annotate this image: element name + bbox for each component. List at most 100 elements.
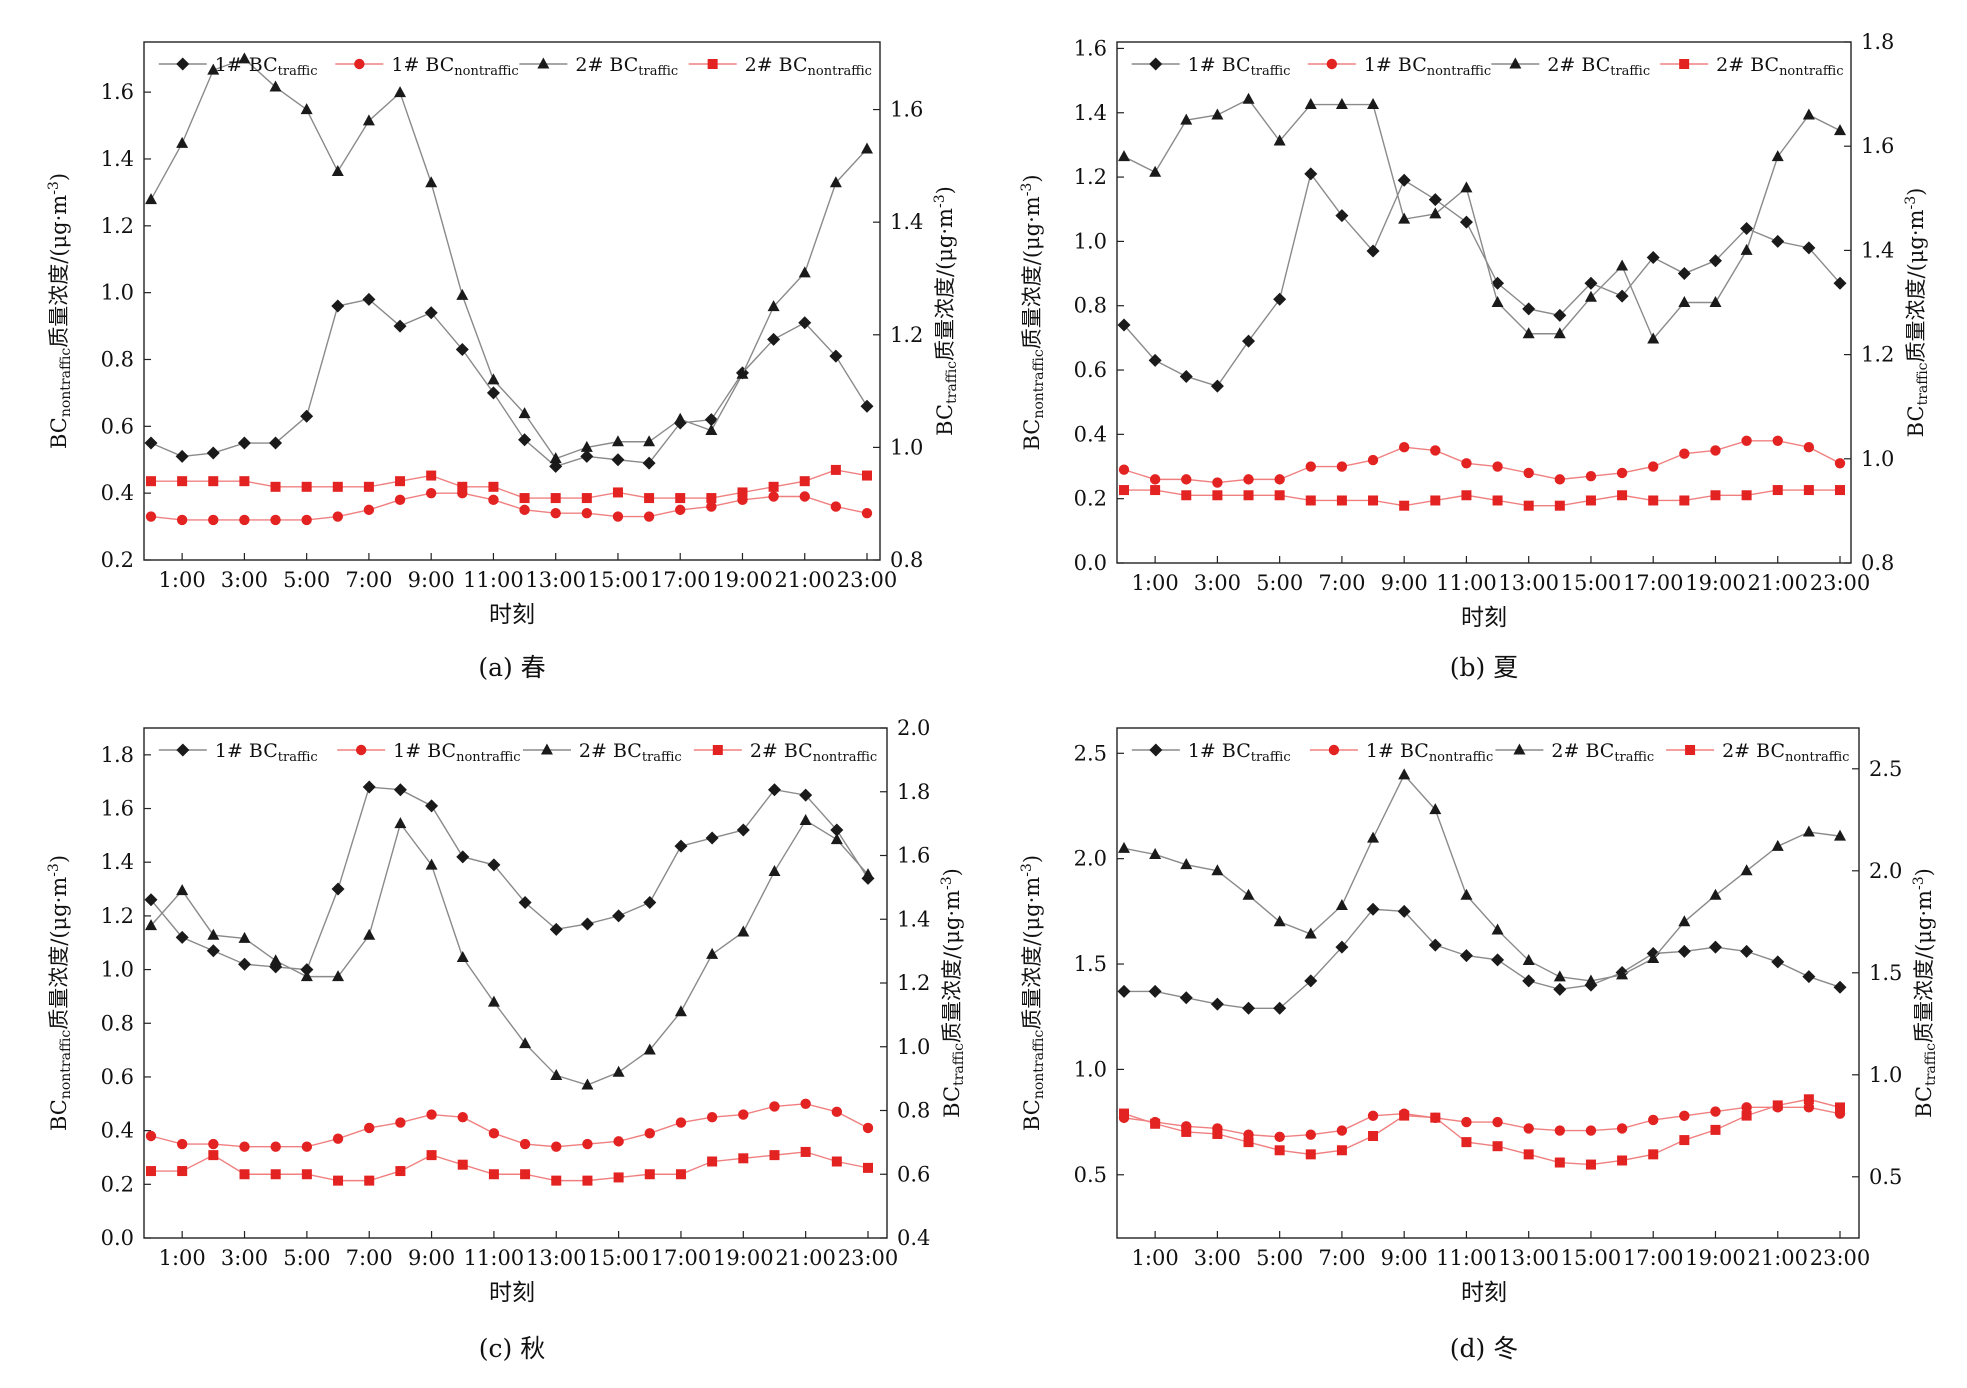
data-point — [863, 1162, 873, 1173]
data-point — [1335, 98, 1348, 110]
data-point — [1367, 98, 1380, 110]
legend-marker-diamond-icon — [1149, 743, 1163, 757]
data-point — [175, 449, 189, 463]
data-point — [1149, 165, 1162, 177]
legend-marker-triangle-icon — [1509, 57, 1522, 69]
data-point — [769, 1150, 780, 1161]
data-point — [145, 919, 157, 931]
data-point — [331, 299, 345, 313]
data-point — [1274, 1145, 1285, 1156]
data-point — [1117, 318, 1131, 332]
data-point — [643, 511, 655, 522]
left-y-tick-label: 0.4 — [1074, 422, 1107, 446]
data-point — [1398, 212, 1411, 224]
data-point — [580, 440, 593, 452]
data-point — [394, 494, 406, 506]
right-y-tick-label: 0.8 — [1861, 551, 1894, 575]
left-y-tick-label: 1.0 — [1074, 229, 1107, 253]
data-point — [1212, 490, 1223, 501]
left-y-tick-label: 0.0 — [1074, 551, 1107, 575]
data-point — [1523, 467, 1534, 479]
data-point — [831, 1156, 842, 1167]
data-point — [363, 481, 374, 492]
x-tick-label: 23:00 — [1810, 1246, 1871, 1270]
data-point — [861, 508, 873, 519]
legend: 1# BCtraffic 1# BCnontraffic 2# BCtraffic 2… — [158, 54, 872, 79]
data-point — [206, 446, 220, 460]
legend-marker-square-icon — [712, 745, 723, 755]
data-point — [1335, 940, 1349, 954]
data-point — [1399, 500, 1410, 511]
data-point — [364, 1175, 375, 1186]
data-point — [1335, 898, 1348, 910]
data-point — [488, 1169, 499, 1180]
right-y-tick-label: 1.4 — [890, 210, 923, 234]
legend-marker-circle-icon — [1326, 58, 1338, 70]
data-point — [239, 1169, 250, 1180]
data-point — [239, 476, 250, 487]
left-y-tick-label: 2.5 — [1074, 741, 1107, 765]
x-tick-label: 3:00 — [1194, 1246, 1241, 1270]
series-triangle — [1118, 92, 1846, 344]
data-point — [145, 193, 157, 205]
data-point — [830, 464, 841, 475]
series-square — [1119, 485, 1845, 511]
data-point — [301, 1141, 313, 1152]
data-point — [176, 136, 189, 148]
data-point — [1833, 276, 1847, 290]
data-point — [1181, 474, 1192, 485]
data-point — [1148, 353, 1162, 367]
data-point — [1181, 490, 1192, 501]
series-triangle — [145, 813, 874, 1090]
data-point — [643, 435, 656, 447]
data-point — [549, 452, 562, 464]
series-line — [1123, 1098, 1841, 1166]
panel-caption: (c) 秋 — [479, 1334, 545, 1363]
data-point — [799, 813, 812, 825]
data-point — [1211, 108, 1224, 120]
data-point — [1741, 1102, 1752, 1113]
legend-label: 1# BCnontraffic — [1364, 54, 1491, 79]
data-point — [394, 86, 407, 98]
data-point — [300, 970, 313, 982]
right-y-tick-label: 1.0 — [1869, 1063, 1902, 1087]
data-point — [1460, 888, 1473, 900]
data-point — [1772, 485, 1783, 496]
x-tick-label: 21:00 — [1747, 1246, 1808, 1270]
legend-label: 2# BCnontraffic — [750, 740, 877, 765]
data-point — [830, 833, 843, 845]
data-point — [800, 1146, 811, 1157]
data-point — [488, 481, 499, 492]
legend-marker-square-icon — [1685, 745, 1696, 755]
data-point — [1616, 968, 1629, 980]
data-point — [270, 1141, 281, 1152]
data-point — [611, 453, 625, 467]
data-point — [363, 504, 375, 516]
x-tick-label: 21:00 — [775, 1246, 836, 1270]
x-tick-label: 3:00 — [1194, 571, 1241, 595]
data-point — [1428, 193, 1442, 207]
data-point — [486, 386, 500, 400]
legend-label: 2# BCtraffic — [575, 54, 678, 79]
data-point — [830, 823, 844, 837]
data-point — [1708, 254, 1722, 268]
data-point — [1678, 915, 1691, 927]
data-point — [674, 412, 687, 424]
data-point — [830, 501, 842, 512]
legend-marker-triangle-icon — [1513, 743, 1526, 755]
data-point — [301, 1169, 312, 1180]
data-point — [1461, 458, 1472, 469]
left-y-tick-label: 0.4 — [101, 1119, 134, 1143]
data-point — [612, 511, 624, 522]
data-point — [146, 476, 156, 487]
chart-panel-2: 1:00 3:00 5:00 7:00 9:00 11:00 13:00 15:00 17:00… — [1019, 30, 1931, 631]
series-circle — [1118, 435, 1846, 488]
data-point — [1399, 1110, 1410, 1121]
data-point — [1118, 841, 1130, 853]
data-point — [177, 476, 188, 487]
data-point — [1585, 495, 1596, 506]
left-y-tick-label: 1.6 — [1074, 36, 1107, 60]
data-point — [1523, 1149, 1534, 1160]
data-point — [580, 917, 594, 931]
right-y-axis-label: BCtraffic质量浓度/(μg·m-3) — [1903, 188, 1931, 438]
